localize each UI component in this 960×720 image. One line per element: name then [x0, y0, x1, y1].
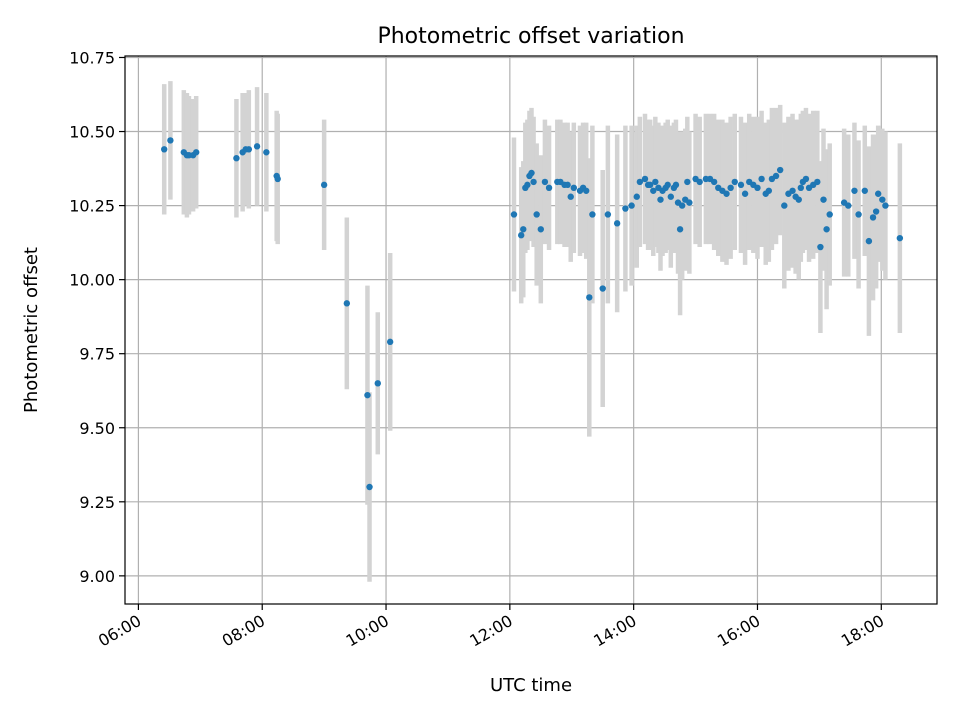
- data-point: [781, 202, 788, 209]
- data-point: [374, 380, 381, 387]
- data-point: [795, 196, 802, 203]
- data-point: [686, 199, 693, 206]
- data-point: [678, 202, 686, 209]
- data-point: [628, 202, 635, 209]
- data-point: [604, 211, 612, 218]
- data-point: [524, 181, 531, 189]
- data-point: [820, 196, 827, 203]
- data-point: [652, 178, 659, 186]
- data-point: [684, 178, 691, 186]
- y-tick-label: 9.00: [79, 567, 115, 586]
- data-point: [869, 214, 877, 221]
- data-point: [802, 175, 810, 183]
- data-point: [676, 226, 684, 233]
- data-point: [845, 202, 852, 209]
- plot-area-frame: [124, 55, 938, 605]
- data-point: [664, 181, 671, 189]
- data-point: [851, 187, 858, 194]
- data-point: [646, 181, 654, 189]
- data-point: [320, 181, 328, 189]
- data-point: [882, 202, 889, 209]
- data-point: [613, 220, 621, 227]
- data-point: [817, 243, 824, 251]
- data-point: [570, 184, 578, 192]
- data-point: [789, 187, 796, 194]
- data-point: [530, 178, 537, 186]
- data-point: [737, 181, 745, 189]
- data-point: [510, 211, 518, 218]
- data-point: [245, 146, 253, 153]
- data-point: [633, 193, 640, 200]
- data-point: [814, 178, 821, 186]
- data-point: [263, 149, 270, 156]
- data-point: [622, 205, 629, 212]
- data-point: [826, 211, 833, 218]
- y-axis-ticks: 9.00 9.25 9.50 9.75 10.00 10.25 10.50 10.75: [69, 48, 125, 586]
- y-tick-label: 10.00: [69, 271, 115, 290]
- data-point: [823, 226, 830, 233]
- data-point: [865, 237, 873, 245]
- data-point: [517, 232, 525, 239]
- y-tick-label: 9.50: [79, 419, 115, 438]
- data-point: [528, 169, 535, 177]
- data-point: [233, 154, 240, 162]
- data-point: [520, 226, 527, 233]
- data-points: [161, 137, 904, 491]
- data-point: [366, 483, 373, 491]
- y-axis-label: Photometric offset: [21, 247, 42, 413]
- data-point: [672, 181, 680, 189]
- data-point: [364, 391, 371, 399]
- data-point: [758, 175, 765, 183]
- data-point: [253, 143, 261, 150]
- data-point: [599, 285, 606, 292]
- data-point: [879, 196, 886, 203]
- data-point: [343, 300, 351, 307]
- data-point: [541, 178, 549, 186]
- data-point: [564, 181, 571, 189]
- y-tick-label: 10.25: [69, 197, 115, 216]
- data-point: [896, 234, 904, 242]
- data-point: [855, 211, 862, 218]
- y-tick-label: 10.75: [69, 48, 115, 67]
- data-point: [797, 184, 805, 192]
- data-point: [192, 149, 200, 156]
- data-point: [641, 175, 649, 183]
- data-point: [667, 193, 675, 200]
- data-point: [589, 211, 596, 218]
- data-point: [727, 184, 734, 192]
- data-point: [723, 190, 730, 197]
- data-point: [582, 187, 590, 194]
- data-point: [731, 178, 738, 186]
- data-point: [741, 190, 749, 197]
- data-point: [776, 166, 784, 174]
- data-point: [161, 146, 168, 153]
- data-point: [636, 178, 644, 186]
- data-point: [772, 172, 780, 180]
- data-point: [545, 184, 553, 192]
- data-point: [274, 175, 281, 183]
- data-point: [537, 226, 545, 233]
- data-point: [872, 208, 880, 215]
- data-point: [696, 178, 703, 186]
- y-tick-label: 9.25: [79, 493, 115, 512]
- data-point: [650, 187, 657, 194]
- data-point: [567, 193, 574, 200]
- data-point: [765, 187, 773, 194]
- data-point: [386, 338, 394, 346]
- data-point: [874, 190, 882, 197]
- y-tick-label: 10.50: [69, 123, 115, 142]
- data-point: [533, 211, 540, 218]
- data-point: [657, 196, 664, 203]
- data-point: [861, 187, 868, 194]
- data-point: [167, 137, 174, 144]
- x-axis-label: UTC time: [490, 675, 572, 696]
- data-point: [586, 294, 593, 301]
- chart-title: Photometric offset variation: [377, 24, 684, 49]
- data-point: [710, 178, 718, 186]
- y-tick-label: 9.75: [79, 345, 115, 364]
- data-point: [754, 184, 761, 192]
